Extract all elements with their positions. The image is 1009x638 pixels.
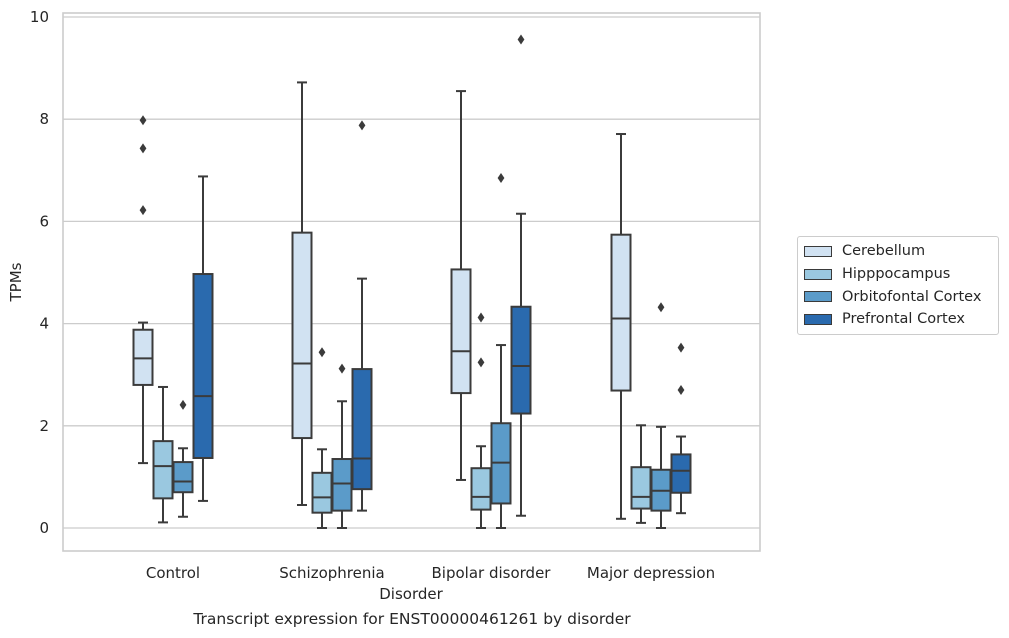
y-axis-title: TPMs xyxy=(7,262,25,302)
outlier-point xyxy=(677,385,685,396)
y-tick-label: 0 xyxy=(39,519,49,537)
y-tick-label: 4 xyxy=(39,315,49,333)
iqr-box xyxy=(470,467,492,511)
box-group xyxy=(670,342,692,515)
outlier-point xyxy=(139,115,147,126)
legend-item: Cerebellum xyxy=(798,240,998,263)
legend-item: Prefrontal Cortex xyxy=(798,308,998,331)
iqr-box xyxy=(510,305,532,415)
box-group xyxy=(152,385,174,524)
x-tick-label: Schizophrenia xyxy=(279,564,384,582)
box-group xyxy=(351,120,373,512)
iqr-box xyxy=(351,368,373,491)
outlier-point xyxy=(657,302,665,313)
legend-swatch xyxy=(804,268,832,280)
box-plot-marks xyxy=(132,34,692,529)
outlier-point xyxy=(497,172,505,183)
iqr-box xyxy=(291,231,313,440)
y-tick-label: 10 xyxy=(30,8,49,26)
iqr-box xyxy=(670,453,692,494)
box-group xyxy=(610,133,632,520)
grid-lines xyxy=(63,16,760,529)
box-group xyxy=(192,175,214,502)
legend: Cerebellum Hipppocampus Orbitofontal Corte… xyxy=(797,236,999,335)
x-tick-label: Bipolar disorder xyxy=(432,564,552,582)
legend-swatch xyxy=(804,291,832,303)
outlier-point xyxy=(338,363,346,374)
legend-item: Orbitofontal Cortex xyxy=(798,285,998,308)
legend-swatch xyxy=(804,245,832,257)
box-group xyxy=(291,81,313,507)
x-axis-title: Disorder xyxy=(379,585,443,603)
legend-label: Prefrontal Cortex xyxy=(842,311,965,328)
axis-tick-labels: 0 2 4 6 8 10 Control Schizophrenia Bipolar disor… xyxy=(30,8,715,582)
box-group xyxy=(510,34,532,517)
outlier-point xyxy=(318,347,326,358)
outlier-point xyxy=(139,205,147,216)
iqr-box xyxy=(331,458,353,512)
iqr-box xyxy=(450,268,472,395)
chart-caption: Transcript expression for ENST0000046126… xyxy=(193,610,631,628)
iqr-box xyxy=(132,328,154,386)
y-tick-label: 6 xyxy=(39,212,49,230)
box-group xyxy=(172,399,194,518)
iqr-box xyxy=(152,440,174,500)
outlier-point xyxy=(677,342,685,353)
legend-label: Hipppocampus xyxy=(842,266,951,283)
iqr-box xyxy=(630,466,652,510)
iqr-box xyxy=(172,461,194,494)
legend-swatch xyxy=(804,313,832,325)
box-group xyxy=(630,424,652,524)
outlier-point xyxy=(179,399,187,410)
box-group xyxy=(450,90,472,481)
legend-label: Cerebellum xyxy=(842,243,926,260)
outlier-point xyxy=(477,357,485,368)
box-group xyxy=(311,347,333,529)
box-group xyxy=(650,302,672,529)
y-tick-label: 2 xyxy=(39,417,49,435)
legend-item: Hipppocampus xyxy=(798,263,998,286)
y-tick-label: 8 xyxy=(39,110,49,128)
x-tick-label: Major depression xyxy=(587,564,715,582)
x-tick-label: Control xyxy=(146,564,200,582)
outlier-point xyxy=(358,120,366,131)
outlier-point xyxy=(517,34,525,45)
legend-label: Orbitofontal Cortex xyxy=(842,288,982,305)
outlier-point xyxy=(139,143,147,154)
box-group xyxy=(470,312,492,529)
iqr-box xyxy=(311,471,333,514)
plot-area-frame xyxy=(62,12,761,552)
box-group xyxy=(490,172,512,529)
box-group xyxy=(132,115,154,465)
iqr-box xyxy=(610,233,632,392)
outlier-point xyxy=(477,312,485,323)
box-group xyxy=(331,363,353,529)
iqr-box xyxy=(192,273,214,459)
